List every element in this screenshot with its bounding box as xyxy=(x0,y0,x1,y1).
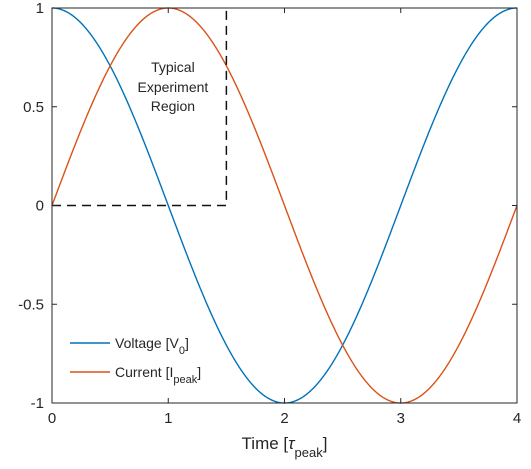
y-tick-label-4: -1 xyxy=(31,395,44,412)
y-tick-label-0: 1 xyxy=(36,0,44,17)
y-tick-label-2: 0 xyxy=(36,198,44,215)
x-tick-label-1: 1 xyxy=(164,410,172,427)
y-tick-label-3: -0.5 xyxy=(18,296,44,313)
x-tick-label-3: 3 xyxy=(397,410,405,427)
legend-label-voltage: Voltage [V0] xyxy=(115,335,189,357)
legend-label-current: Current [Ipeak] xyxy=(115,364,201,386)
y-tick-label-1: 0.5 xyxy=(23,99,44,116)
annotation-region-outline xyxy=(52,8,228,207)
annotation-line-2: Experiment xyxy=(137,79,208,95)
legend: Voltage [V0] Current [Ipeak] xyxy=(70,335,201,386)
axes-layer: 0 1 2 3 4 1 0.5 0 -0.5 -1 xyxy=(18,0,521,427)
series-line-current xyxy=(51,7,518,404)
annotation-line-1: Typical xyxy=(151,59,195,75)
annotation-line-3: Region xyxy=(151,98,195,114)
x-tick-label-0: 0 xyxy=(48,410,56,427)
x-tick-label-2: 2 xyxy=(280,410,288,427)
x-tick-label-4: 4 xyxy=(513,410,521,427)
x-axis-label: Time [τpeak] xyxy=(242,434,328,460)
annotation-layer: Typical Experiment Region xyxy=(52,8,228,207)
